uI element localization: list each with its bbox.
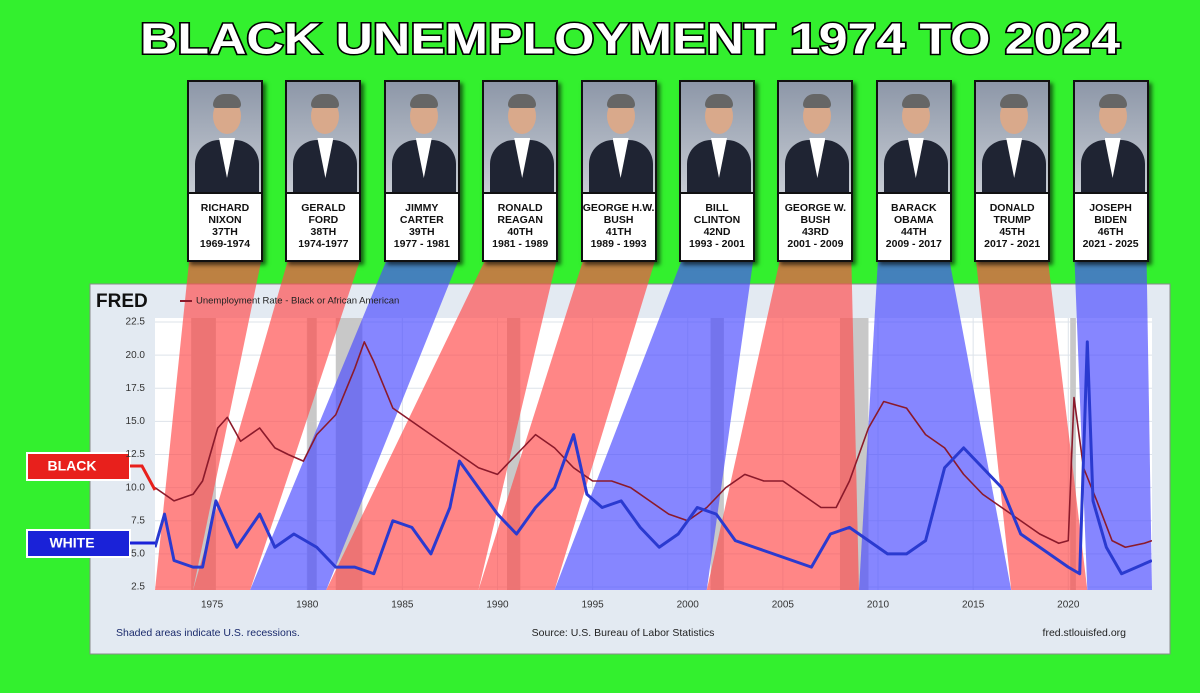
legend-label: Unemployment Rate - Black or African Ame…	[196, 296, 399, 307]
president-term: 2001 - 2009	[787, 238, 844, 250]
y-tick-label: 17.5	[126, 383, 146, 394]
black-tag-box	[26, 452, 131, 481]
president-card: JOSEPH BIDEN 46TH 2021 - 2025	[1072, 80, 1149, 262]
president-card: BARACK OBAMA 44TH 2009 - 2017	[875, 80, 952, 262]
portrait	[1074, 82, 1147, 194]
black-tag: BLACK	[48, 458, 97, 474]
president-ordinal: 38TH	[310, 226, 337, 238]
president-ordinal: 46TH	[1097, 226, 1124, 238]
portrait	[877, 82, 950, 194]
y-tick-label: 5.0	[131, 549, 145, 560]
term-band	[976, 262, 1088, 590]
president-term: 1974-1977	[298, 238, 349, 250]
term-band	[193, 262, 360, 590]
president-term: 1969-1974	[199, 238, 251, 250]
president-name: GEORGE H.W. BUSH	[582, 202, 655, 226]
x-tick-label: 2015	[962, 600, 985, 611]
term-band	[155, 262, 261, 590]
president-ordinal: 39TH	[408, 226, 435, 238]
president-term: 1981 - 1989	[492, 238, 549, 250]
president-term: 1993 - 2001	[688, 238, 746, 250]
x-tick-label: 1985	[391, 600, 414, 611]
term-band	[250, 262, 458, 590]
portrait	[779, 82, 852, 194]
y-tick-label: 12.5	[126, 449, 146, 460]
x-tick-label: 1975	[201, 600, 224, 611]
source-note: Source: U.S. Bureau of Labor Statistics	[532, 627, 715, 639]
portrait	[484, 82, 557, 194]
president-name: RONALD REAGAN	[497, 202, 543, 226]
president-name: BILL CLINTON	[693, 202, 741, 226]
y-tick-label: 10.0	[126, 482, 146, 493]
president-term: 2017 - 2021	[984, 238, 1041, 250]
recession-band	[1070, 318, 1076, 590]
president-ordinal: 42ND	[703, 226, 731, 238]
president-card: RICHARD NIXON 37TH 1969-1974	[187, 80, 263, 262]
president-ordinal: 44TH	[900, 226, 927, 238]
y-tick-label: 2.5	[131, 582, 145, 593]
x-tick-label: 2020	[1057, 600, 1080, 611]
term-band	[326, 262, 557, 590]
president-ordinal: 40TH	[507, 226, 534, 238]
president-name: GEORGE W. BUSH	[784, 202, 847, 226]
series-line	[155, 341, 1152, 549]
portrait	[582, 82, 655, 194]
president-card: BILL CLINTON 42ND 1993 - 2001	[679, 80, 755, 262]
x-tick-label: 2005	[772, 600, 795, 611]
portrait	[385, 82, 458, 194]
president-name: DONALD TRUMP	[989, 202, 1035, 226]
fred-logo: FRED	[96, 291, 148, 312]
y-tick-label: 7.5	[131, 515, 145, 526]
x-tick-label: 1990	[486, 600, 509, 611]
president-term: 1977 - 1981	[393, 238, 450, 250]
president-name: JIMMY CARTER	[399, 202, 444, 226]
president-ordinal: 43RD	[801, 226, 829, 238]
x-tick-label: 1995	[581, 600, 604, 611]
president-name: GERALD FORD	[301, 202, 346, 226]
president-ordinal: 45TH	[999, 226, 1026, 238]
president-term: 2009 - 2017	[885, 238, 942, 250]
president-name: RICHARD NIXON	[200, 202, 250, 226]
term-band	[858, 262, 1012, 590]
black-tag-arrow	[130, 464, 157, 491]
portrait	[287, 82, 360, 194]
y-tick-label: 20.0	[126, 350, 146, 361]
president-term: 1989 - 1993	[590, 238, 647, 250]
series-line	[155, 340, 1152, 576]
x-tick-label: 1980	[296, 600, 319, 611]
white-tag: WHITE	[49, 535, 94, 551]
term-band	[478, 262, 655, 590]
white-tag-box	[26, 529, 131, 558]
president-name: JOSEPH BIDEN	[1089, 202, 1132, 226]
president-ordinal: 37TH	[212, 226, 238, 238]
x-tick-label: 2010	[867, 600, 890, 611]
portrait	[189, 82, 261, 194]
president-card: GEORGE H.W. BUSH 41TH 1989 - 1993	[580, 80, 657, 262]
page-title: BLACK UNEMPLOYMENT 1974 TO 2024	[140, 15, 1121, 64]
president-ordinal: 41TH	[605, 226, 632, 238]
y-tick-label: 15.0	[126, 416, 146, 427]
x-tick-label: 2000	[677, 600, 700, 611]
president-name: BARACK OBAMA	[891, 202, 937, 226]
recession-note: Shaded areas indicate U.S. recessions.	[116, 627, 300, 639]
president-card: DONALD TRUMP 45TH 2017 - 2021	[974, 80, 1051, 262]
president-term: 2021 - 2025	[1082, 238, 1139, 250]
site-note: fred.stlouisfed.org	[1043, 627, 1127, 639]
president-card: GEORGE W. BUSH 43RD 2001 - 2009	[777, 80, 854, 262]
y-tick-label: 22.5	[126, 317, 146, 328]
president-card: RONALD REAGAN 40TH 1981 - 1989	[482, 80, 559, 262]
president-card: GERALD FORD 38TH 1974-1977	[285, 80, 362, 262]
portrait	[681, 82, 753, 194]
portrait	[976, 82, 1049, 194]
president-card: JIMMY CARTER 39TH 1977 - 1981	[383, 80, 460, 262]
